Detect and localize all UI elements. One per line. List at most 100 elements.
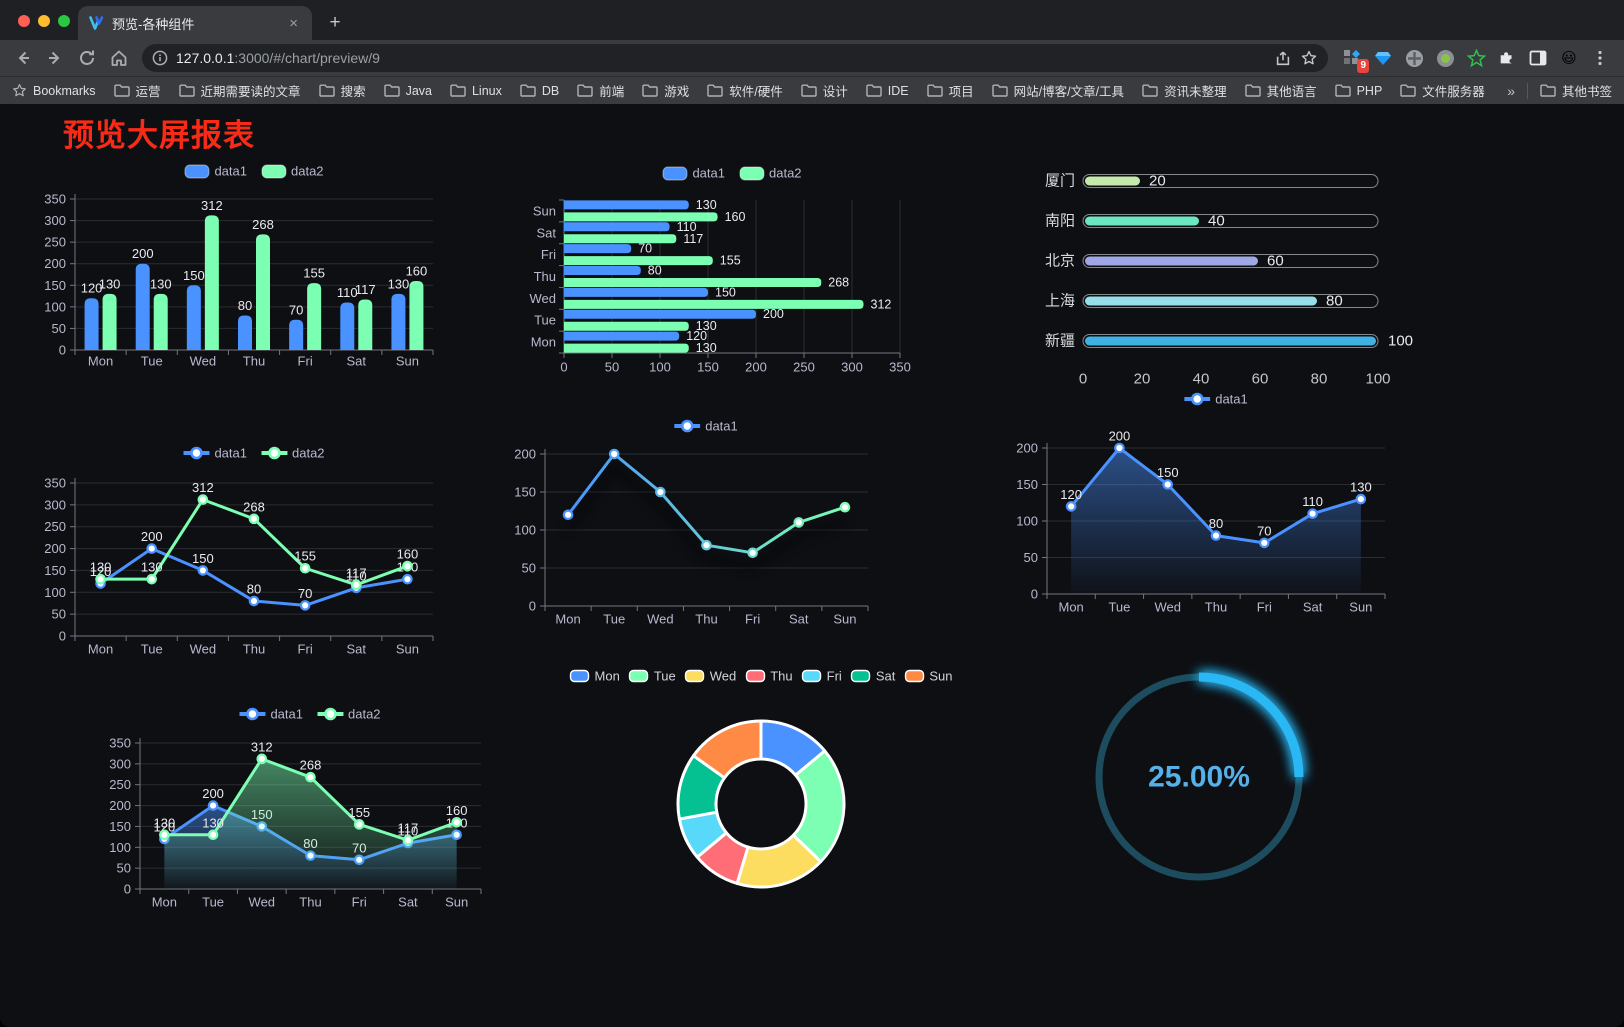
svg-text:200: 200: [44, 541, 66, 556]
emoji-extension-icon[interactable]: 😃: [1561, 50, 1577, 67]
svg-text:250: 250: [44, 235, 66, 250]
legend-item[interactable]: Sun: [904, 669, 952, 684]
bookmark-folder[interactable]: Linux: [450, 84, 502, 98]
svg-text:北京: 北京: [1045, 253, 1075, 270]
extension-circle-icon[interactable]: [1402, 46, 1426, 70]
bookmark-folder[interactable]: 软件/硬件: [707, 81, 783, 100]
bookmark-folder[interactable]: IDE: [866, 84, 909, 98]
extension-star-icon[interactable]: [1464, 46, 1488, 70]
bookmark-folder[interactable]: 网站/博客/文章/工具: [991, 81, 1124, 100]
url-bar[interactable]: 127.0.0.1:3000/#/chart/preview/9: [142, 44, 1328, 72]
browser-menu-icon[interactable]: [1588, 46, 1612, 70]
line-area-double: 0 50 100 150 200 250 300 350 Mon Tue Wed Thu Fri Sat S…: [109, 736, 482, 910]
svg-text:150: 150: [514, 485, 536, 500]
legend-item[interactable]: Fri: [801, 669, 842, 684]
donut-legend[interactable]: Mon Tue Wed Thu Fri Sat Sun: [569, 669, 952, 684]
forward-button[interactable]: [40, 43, 70, 73]
svg-text:155: 155: [348, 805, 370, 820]
bookmark-folder[interactable]: 游戏: [642, 81, 689, 100]
reload-button[interactable]: [72, 43, 102, 73]
bookmark-folder[interactable]: 近期需要读的文章: [178, 81, 301, 100]
bookmark-folder[interactable]: DB: [520, 84, 559, 98]
svg-text:100: 100: [1388, 333, 1413, 350]
line-area-legend[interactable]: data1: [1184, 392, 1248, 407]
other-bookmarks-folder[interactable]: 其他书签: [1540, 81, 1612, 100]
site-info-icon[interactable]: [152, 50, 168, 66]
legend-item[interactable]: data2: [739, 166, 802, 181]
legend-item[interactable]: data1: [239, 707, 303, 722]
bookmark-folder[interactable]: 项目: [926, 81, 974, 100]
legend-item[interactable]: data2: [317, 707, 381, 722]
extension-gem-icon[interactable]: [1371, 46, 1395, 70]
url-text: 127.0.0.1:3000/#/chart/preview/9: [176, 50, 380, 66]
svg-text:350: 350: [44, 192, 66, 207]
legend-item[interactable]: data2: [261, 446, 325, 461]
home-button[interactable]: [104, 43, 134, 73]
bookmark-folder[interactable]: 设计: [801, 81, 848, 100]
svg-text:Sat: Sat: [347, 642, 367, 657]
share-icon[interactable]: [1274, 49, 1292, 67]
side-panel-icon[interactable]: [1526, 46, 1550, 70]
window-close-button[interactable]: [18, 15, 30, 27]
svg-text:80: 80: [648, 264, 662, 278]
legend-item[interactable]: Thu: [745, 669, 793, 684]
legend-item[interactable]: data2: [261, 164, 324, 179]
svg-text:Fri: Fri: [298, 642, 313, 657]
legend-item[interactable]: data1: [674, 419, 738, 434]
bookmark-folder[interactable]: 资讯未整理: [1142, 81, 1227, 100]
svg-text:130: 130: [388, 276, 410, 291]
bookmark-folder[interactable]: 搜索: [318, 81, 366, 100]
svg-text:Thu: Thu: [243, 642, 265, 657]
legend-item[interactable]: data1: [1184, 392, 1248, 407]
bookmark-folder[interactable]: 前端: [577, 81, 624, 100]
bar-vertical-legend[interactable]: data1 data2: [184, 164, 324, 179]
svg-text:0: 0: [560, 360, 567, 375]
line-gradient-legend[interactable]: data1: [674, 419, 738, 434]
svg-text:150: 150: [44, 563, 66, 578]
svg-text:250: 250: [44, 519, 66, 534]
legend-item[interactable]: Tue: [629, 669, 676, 684]
line-area-double-legend[interactable]: data1 data2: [239, 707, 381, 722]
bookmark-label: PHP: [1356, 83, 1383, 98]
bar-horizontal-legend[interactable]: data1 data2: [662, 166, 802, 181]
bookmarks-overflow-chevron[interactable]: »: [1507, 82, 1515, 99]
svg-text:155: 155: [303, 266, 325, 281]
svg-text:130: 130: [696, 319, 717, 333]
svg-text:200: 200: [745, 360, 767, 375]
bookmark-star-icon[interactable]: [1300, 49, 1318, 67]
svg-text:Sun: Sun: [396, 354, 419, 369]
window-minimize-button[interactable]: [38, 15, 50, 27]
legend-item[interactable]: Sat: [851, 669, 895, 684]
bookmark-label: 运营: [135, 85, 161, 99]
legend-item[interactable]: data1: [183, 446, 247, 461]
legend-item[interactable]: Wed: [685, 669, 736, 684]
tab-close-button[interactable]: ×: [289, 14, 298, 32]
line-basic-legend[interactable]: data1 data2: [183, 446, 325, 461]
window-controls[interactable]: [18, 15, 70, 27]
bookmarks-manager[interactable]: Bookmarks: [12, 83, 96, 98]
extension-record-icon[interactable]: [1433, 46, 1457, 70]
legend-item[interactable]: data1: [184, 164, 247, 179]
svg-text:80: 80: [1326, 293, 1343, 310]
gauge-value: 25.00%: [1148, 761, 1250, 794]
extension-grid-icon[interactable]: 9: [1340, 46, 1369, 73]
back-button[interactable]: [8, 43, 38, 73]
page-content: 预览大屏报表 0 50 100 150 200 250 300 350 Mon Tue Wed Thu…: [0, 104, 1624, 1027]
bookmark-label: 搜索: [340, 85, 366, 99]
bookmark-folder[interactable]: Java: [383, 84, 432, 98]
window-zoom-button[interactable]: [58, 15, 70, 27]
svg-text:200: 200: [109, 798, 131, 813]
bookmark-label: 其他语言: [1266, 85, 1317, 99]
browser-tab[interactable]: 预览-各种组件 ×: [78, 6, 312, 40]
extension-puzzle-icon[interactable]: [1495, 46, 1519, 70]
bookmark-folder[interactable]: PHP: [1334, 83, 1383, 98]
bookmark-folder[interactable]: 文件服务器: [1400, 81, 1485, 100]
bar-vertical: 0 50 100 150 200 250 300 350 Mon Tue Wed Thu Fri Sat S…: [44, 192, 434, 369]
new-tab-button[interactable]: +: [329, 12, 341, 33]
bookmark-folder[interactable]: 运营: [113, 81, 161, 100]
legend-item[interactable]: Mon: [569, 669, 620, 684]
svg-text:70: 70: [638, 242, 652, 256]
bookmark-folder[interactable]: 其他语言: [1244, 81, 1317, 100]
svg-text:Fri: Fri: [1257, 600, 1272, 615]
legend-item[interactable]: data1: [662, 166, 725, 181]
